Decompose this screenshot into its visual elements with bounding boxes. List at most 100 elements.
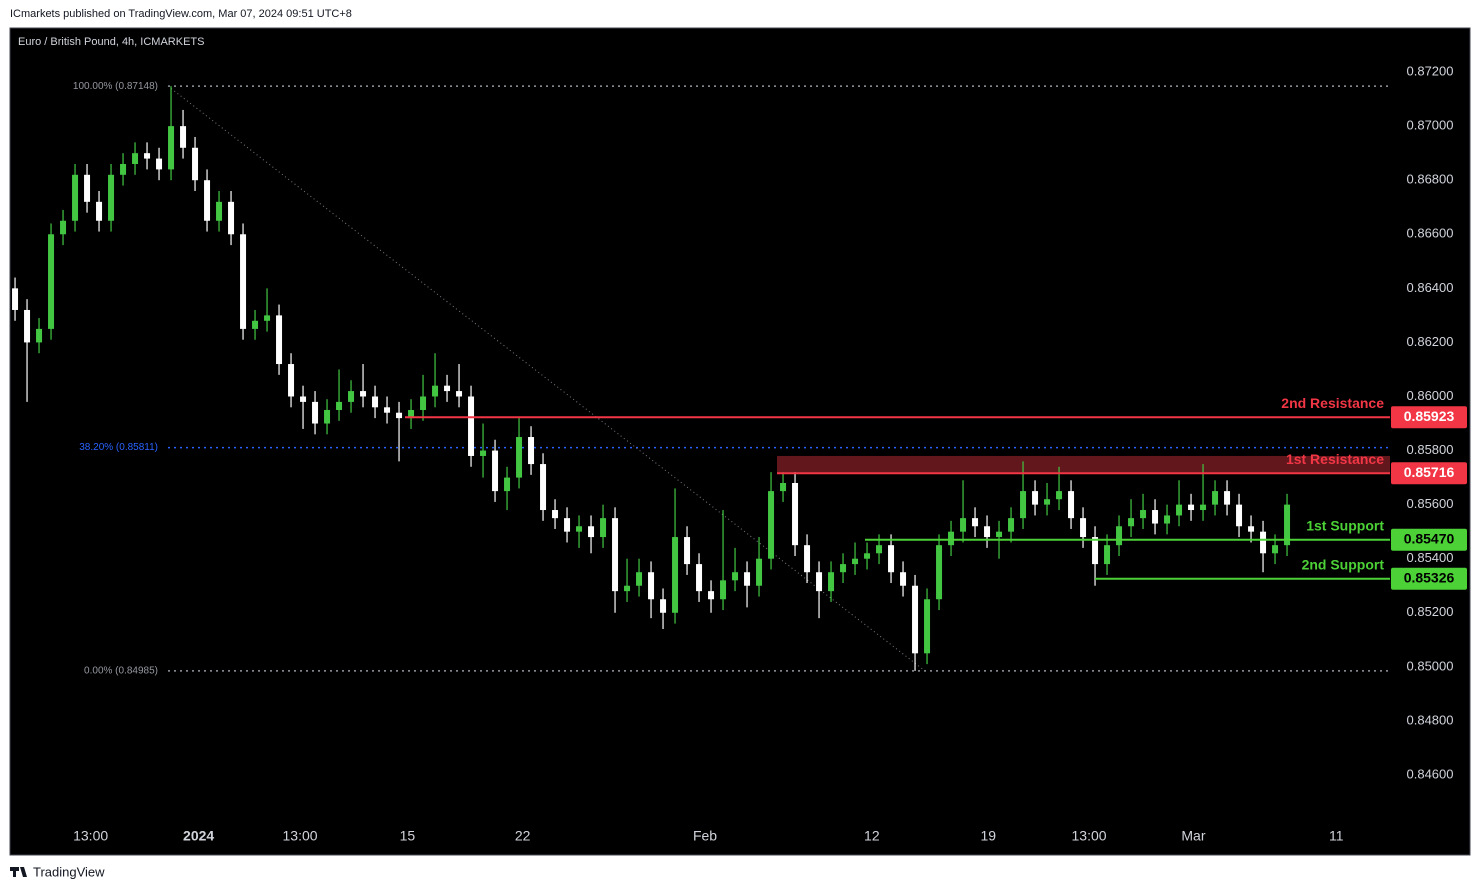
x-tick-label: 15 bbox=[400, 828, 416, 844]
candle-body bbox=[540, 464, 547, 511]
symbol-title: Euro / British Pound, 4h, ICMARKETS bbox=[18, 36, 204, 48]
y-tick-label: 0.85000 bbox=[1407, 658, 1454, 673]
candle-body bbox=[1284, 504, 1291, 546]
candle-body bbox=[24, 309, 31, 343]
fib-label: 38.20% (0.85811) bbox=[79, 442, 158, 453]
price-tag bbox=[1391, 567, 1467, 590]
x-tick-label: 22 bbox=[515, 828, 531, 844]
candle-body bbox=[888, 545, 895, 573]
level-name: 1st Resistance bbox=[1286, 451, 1384, 467]
publisher-line: ICmarkets published on TradingView.com, … bbox=[10, 8, 352, 20]
footer-brand: TradingView bbox=[33, 864, 105, 879]
y-tick-label: 0.85200 bbox=[1407, 604, 1454, 619]
price-tag-label: 0.85470 bbox=[1404, 530, 1455, 546]
candle-body bbox=[408, 410, 415, 419]
candle-body bbox=[264, 315, 271, 321]
candle-body bbox=[1236, 504, 1243, 527]
candle-body bbox=[960, 518, 967, 532]
candle-body bbox=[192, 147, 199, 181]
candle-body bbox=[444, 385, 451, 392]
candle-body bbox=[840, 564, 847, 573]
candle-body bbox=[1128, 518, 1135, 527]
candle-body bbox=[1032, 491, 1039, 505]
candle-body bbox=[1140, 510, 1147, 519]
candle-body bbox=[1056, 491, 1063, 500]
candle-body bbox=[144, 153, 151, 159]
candle-body bbox=[420, 396, 427, 411]
candle-body bbox=[972, 518, 979, 527]
y-tick-label: 0.86200 bbox=[1407, 334, 1454, 349]
candle-body bbox=[1152, 510, 1159, 524]
candle-body bbox=[864, 553, 871, 559]
candle-body bbox=[180, 126, 187, 148]
candle-body bbox=[708, 591, 715, 600]
candle-body bbox=[324, 410, 331, 424]
price-tag bbox=[1391, 406, 1467, 429]
candle-body bbox=[756, 558, 763, 586]
y-tick-label: 0.86000 bbox=[1407, 388, 1454, 403]
price-tag bbox=[1391, 462, 1467, 485]
price-tag-label: 0.85923 bbox=[1404, 408, 1455, 424]
y-tick-label: 0.84600 bbox=[1407, 766, 1454, 781]
candle-body bbox=[456, 391, 463, 397]
candle-body bbox=[996, 531, 1003, 538]
candle-body bbox=[912, 585, 919, 654]
candle-body bbox=[636, 572, 643, 586]
candle-body bbox=[468, 396, 475, 456]
candle-body bbox=[600, 518, 607, 538]
y-tick-label: 0.85800 bbox=[1407, 442, 1454, 457]
candle-body bbox=[564, 518, 571, 532]
candle-body bbox=[132, 153, 139, 164]
candle-body bbox=[828, 572, 835, 592]
candle-body bbox=[984, 526, 991, 538]
candle-body bbox=[1272, 545, 1279, 554]
candle-body bbox=[768, 491, 775, 559]
candle-body bbox=[228, 201, 235, 235]
candle-body bbox=[156, 158, 163, 170]
candle-body bbox=[72, 174, 79, 221]
resistance-zone bbox=[777, 455, 1390, 474]
candle-body bbox=[96, 201, 103, 221]
candle-body bbox=[108, 174, 115, 221]
candle-body bbox=[660, 599, 667, 613]
candle-body bbox=[1224, 491, 1231, 505]
candle-body bbox=[12, 288, 19, 310]
candle-body bbox=[1008, 518, 1015, 532]
x-tick-label: Feb bbox=[693, 828, 717, 844]
candle-body bbox=[924, 599, 931, 654]
candle-body bbox=[1044, 499, 1051, 505]
candle-body bbox=[348, 391, 355, 402]
candle-body bbox=[336, 401, 343, 411]
candle-body bbox=[204, 180, 211, 221]
y-tick-label: 0.85600 bbox=[1407, 496, 1454, 511]
candle-body bbox=[1020, 491, 1027, 519]
candle-body bbox=[360, 391, 367, 397]
fib-label: 100.00% (0.87148) bbox=[73, 81, 158, 92]
candle-body bbox=[852, 558, 859, 565]
candle-body bbox=[1104, 545, 1111, 565]
candle-body bbox=[936, 545, 943, 600]
candle-body bbox=[516, 437, 523, 478]
tv-logo bbox=[10, 867, 27, 877]
candle-body bbox=[816, 572, 823, 592]
candle-body bbox=[1212, 491, 1219, 505]
price-tag-label: 0.85716 bbox=[1404, 464, 1455, 480]
candle-body bbox=[276, 315, 283, 365]
candle-body bbox=[312, 401, 319, 424]
candle-body bbox=[432, 385, 439, 397]
candle-body bbox=[696, 564, 703, 592]
y-tick-label: 0.87000 bbox=[1407, 118, 1454, 133]
candle-body bbox=[576, 526, 583, 532]
x-tick-label: 13:00 bbox=[1072, 828, 1107, 844]
candle-body bbox=[732, 572, 739, 581]
candle-body bbox=[804, 545, 811, 573]
candle-body bbox=[624, 585, 631, 592]
candle-body bbox=[240, 234, 247, 329]
candle-body bbox=[900, 572, 907, 586]
candle-body bbox=[1248, 526, 1255, 532]
candle-body bbox=[48, 234, 55, 329]
candle-body bbox=[300, 396, 307, 402]
y-tick-label: 0.84800 bbox=[1407, 712, 1454, 727]
candle-body bbox=[1200, 504, 1207, 511]
